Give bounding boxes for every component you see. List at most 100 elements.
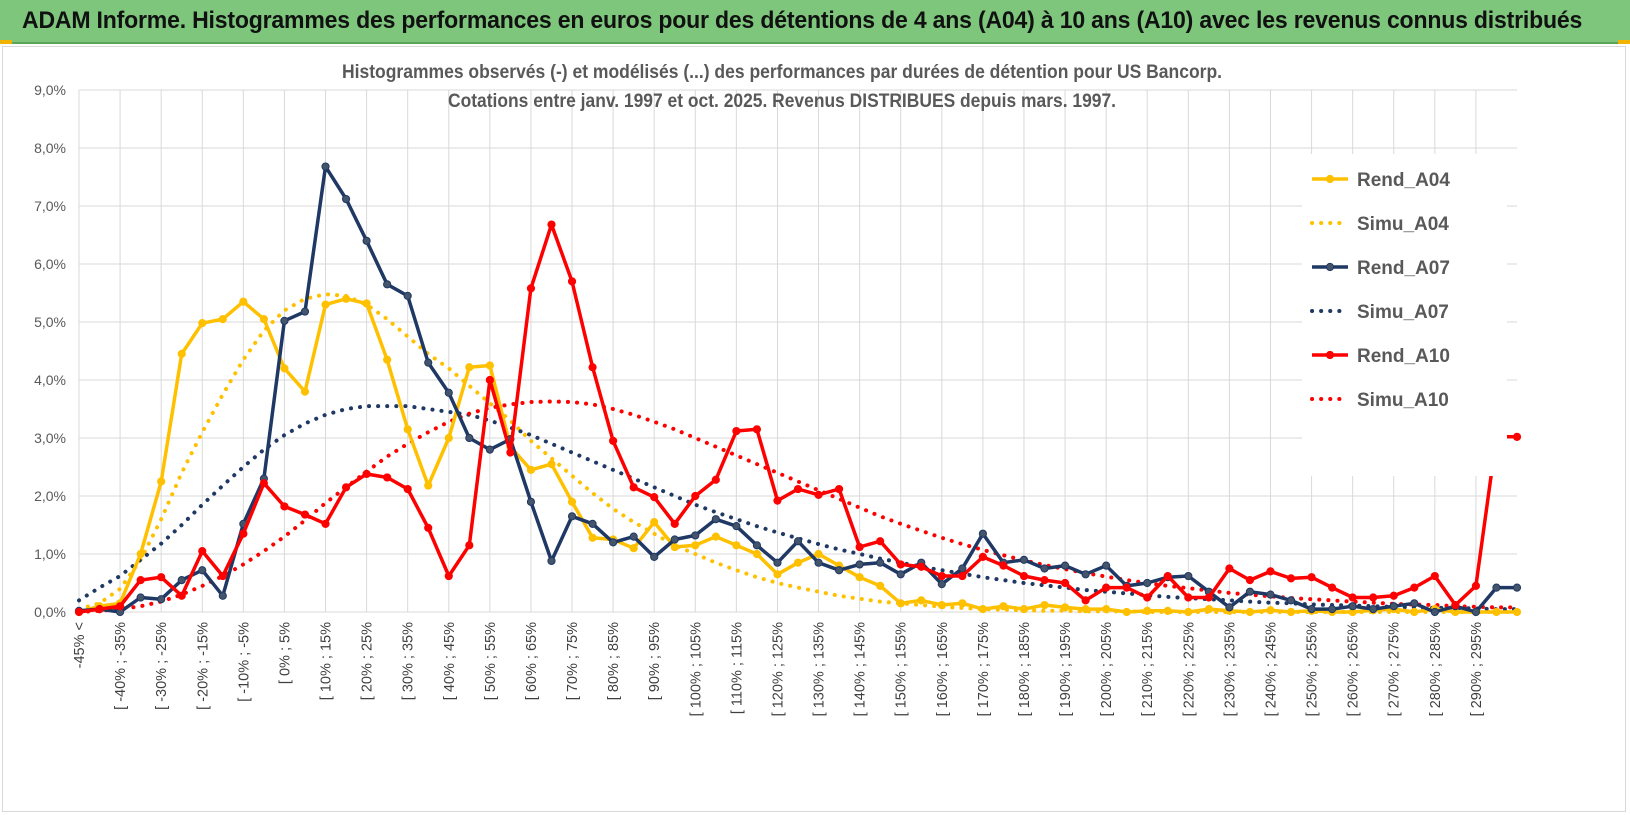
data-point (650, 518, 659, 527)
data-point (896, 599, 905, 608)
data-point (136, 576, 145, 585)
data-point (773, 570, 782, 579)
data-point (465, 541, 474, 550)
data-point (691, 541, 700, 550)
x-tick-label: [ 0% ; 5% (277, 622, 293, 684)
data-point (136, 549, 145, 559)
data-point (95, 605, 104, 614)
data-point (588, 533, 597, 542)
data-point (1060, 578, 1070, 588)
data-point (1328, 605, 1337, 614)
data-point (1225, 564, 1234, 573)
data-point (1369, 605, 1378, 614)
data-point (937, 600, 946, 610)
data-point (1410, 583, 1419, 592)
data-point (1410, 607, 1419, 617)
data-point (629, 532, 638, 541)
data-point (1348, 593, 1357, 602)
legend-marker (1325, 174, 1335, 184)
title-banner: ADAM Informe. Histogrammes des performan… (0, 0, 1630, 44)
chart-frame (2, 46, 1626, 812)
x-tick-label: [ 30% ; 35% (401, 622, 417, 700)
data-point (814, 549, 823, 559)
data-point (855, 560, 864, 569)
legend-label: Simu_A07 (1357, 302, 1449, 323)
legend-item-Simu_A04: Simu_A04 (1310, 214, 1449, 235)
x-tick-label: [ 210% ; 215% (1140, 622, 1156, 716)
x-tick-label: [ 230% ; 235% (1222, 622, 1238, 716)
data-point (855, 542, 864, 552)
x-tick-label: [ -10% ; -5% (236, 622, 252, 702)
legend-marker (1325, 262, 1335, 272)
legend-label: Simu_A10 (1357, 390, 1449, 411)
x-tick-label: [ 80% ; 85% (606, 622, 622, 700)
data-point (198, 319, 207, 328)
x-tick-label: [ -40% ; -35% (113, 622, 129, 710)
x-tick-label: [ 70% ; 75% (565, 622, 581, 700)
y-tick-label: 4,0% (34, 372, 66, 388)
data-point (732, 426, 741, 436)
data-point (198, 547, 207, 556)
chart-title: Histogrammes observés (-) et modélisés (… (342, 61, 1222, 83)
data-point (547, 556, 556, 566)
series-Simu_A10 (77, 399, 1519, 614)
data-point (1307, 605, 1316, 614)
data-point (773, 558, 782, 567)
legend-label: Rend_A07 (1357, 258, 1450, 279)
data-point (383, 355, 392, 364)
x-tick-label: [ 200% ; 205% (1099, 622, 1115, 716)
data-point (1019, 571, 1029, 581)
x-tick-label: [ 20% ; 25% (360, 622, 376, 700)
data-point (239, 297, 248, 306)
data-point (937, 580, 946, 589)
legend-item-Rend_A04: Rend_A04 (1312, 170, 1450, 191)
legend: Rend_A04 Simu_A04 Rend_A07 Simu_A07 Rend_A10… (1310, 170, 1450, 411)
data-point (1512, 583, 1522, 592)
data-point (177, 576, 186, 585)
data-point (567, 497, 577, 506)
data-point (691, 531, 700, 540)
data-point (855, 573, 864, 582)
legend-item-Simu_A10: Simu_A10 (1310, 390, 1449, 411)
data-point (588, 363, 597, 372)
data-point (1102, 561, 1111, 570)
data-point (1389, 591, 1398, 600)
x-tick-label: [ 50% ; 55% (483, 622, 499, 700)
data-point (1060, 561, 1070, 570)
y-tick-label: 8,0% (34, 140, 66, 156)
series-line-Simu_A07 (77, 404, 1519, 612)
x-tick-label: [ 160% ; 165% (935, 622, 951, 716)
series-line-Simu_A04 (77, 292, 1519, 614)
x-axis-ticks: -45% < [ -40% ; -35% [ -30% ; -25% [ -20% ;… (72, 622, 1485, 716)
data-point (691, 491, 700, 501)
data-point (485, 375, 494, 385)
data-point (999, 602, 1008, 611)
x-tick-label: [ 120% ; 125% (770, 622, 786, 716)
data-point (958, 571, 967, 581)
series-Simu_A04 (77, 292, 1519, 614)
data-point (1471, 581, 1481, 591)
data-point (218, 591, 227, 600)
legend-label: Simu_A04 (1357, 214, 1449, 235)
data-point (1492, 607, 1501, 617)
data-point (300, 510, 310, 519)
x-tick-label: [ 280% ; 285% (1428, 622, 1444, 716)
y-tick-label: 0,0% (34, 604, 66, 620)
data-point (1143, 606, 1152, 615)
data-point (1389, 602, 1398, 611)
data-point (609, 436, 618, 445)
x-tick-label: [ 190% ; 195% (1058, 622, 1074, 716)
data-point (218, 315, 227, 324)
data-point (711, 475, 720, 484)
y-tick-label: 1,0% (34, 546, 66, 562)
legend-background (1302, 154, 1507, 476)
x-tick-label: [ 140% ; 145% (853, 622, 869, 716)
data-point (1286, 574, 1296, 583)
data-point (465, 363, 474, 372)
data-point (1163, 606, 1172, 615)
data-point (1019, 555, 1029, 564)
data-point (1430, 571, 1439, 581)
data-point (1512, 607, 1522, 617)
data-point (732, 541, 741, 550)
data-point (300, 387, 310, 396)
